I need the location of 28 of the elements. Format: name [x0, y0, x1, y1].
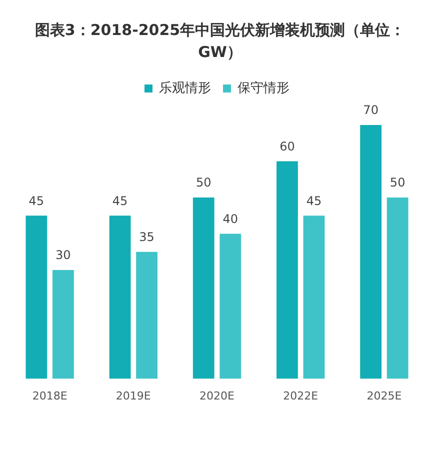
bar — [303, 216, 325, 379]
bar — [136, 252, 158, 379]
bar — [109, 216, 131, 379]
x-tick-label: 2018E — [32, 389, 68, 402]
legend-label: 保守情形 — [238, 80, 290, 96]
chart-title: 图表3：2018-2025年中国光伏新增装机预测（单位：GW） — [34, 20, 406, 63]
data-label: 50 — [196, 176, 212, 190]
data-label: 30 — [56, 248, 71, 262]
bar — [276, 161, 298, 379]
data-label: 45 — [112, 194, 128, 208]
x-tick-label: 2022E — [283, 389, 318, 402]
data-label: 70 — [363, 103, 378, 118]
data-label: 60 — [280, 139, 295, 154]
bar — [26, 216, 48, 379]
bar — [52, 270, 74, 379]
x-tick-label: 2025E — [366, 389, 402, 402]
data-label: 35 — [139, 230, 154, 244]
legend-label: 乐观情形 — [159, 80, 211, 96]
data-label: 40 — [222, 212, 238, 226]
bar — [386, 198, 408, 379]
data-label: 45 — [306, 194, 322, 208]
data-label: 45 — [28, 194, 44, 208]
x-tick-label: 2020E — [200, 389, 235, 402]
data-label: 50 — [390, 176, 406, 190]
bar — [192, 198, 214, 379]
bar — [220, 234, 242, 379]
x-tick-label: 2019E — [116, 389, 151, 402]
bar — [360, 125, 382, 379]
